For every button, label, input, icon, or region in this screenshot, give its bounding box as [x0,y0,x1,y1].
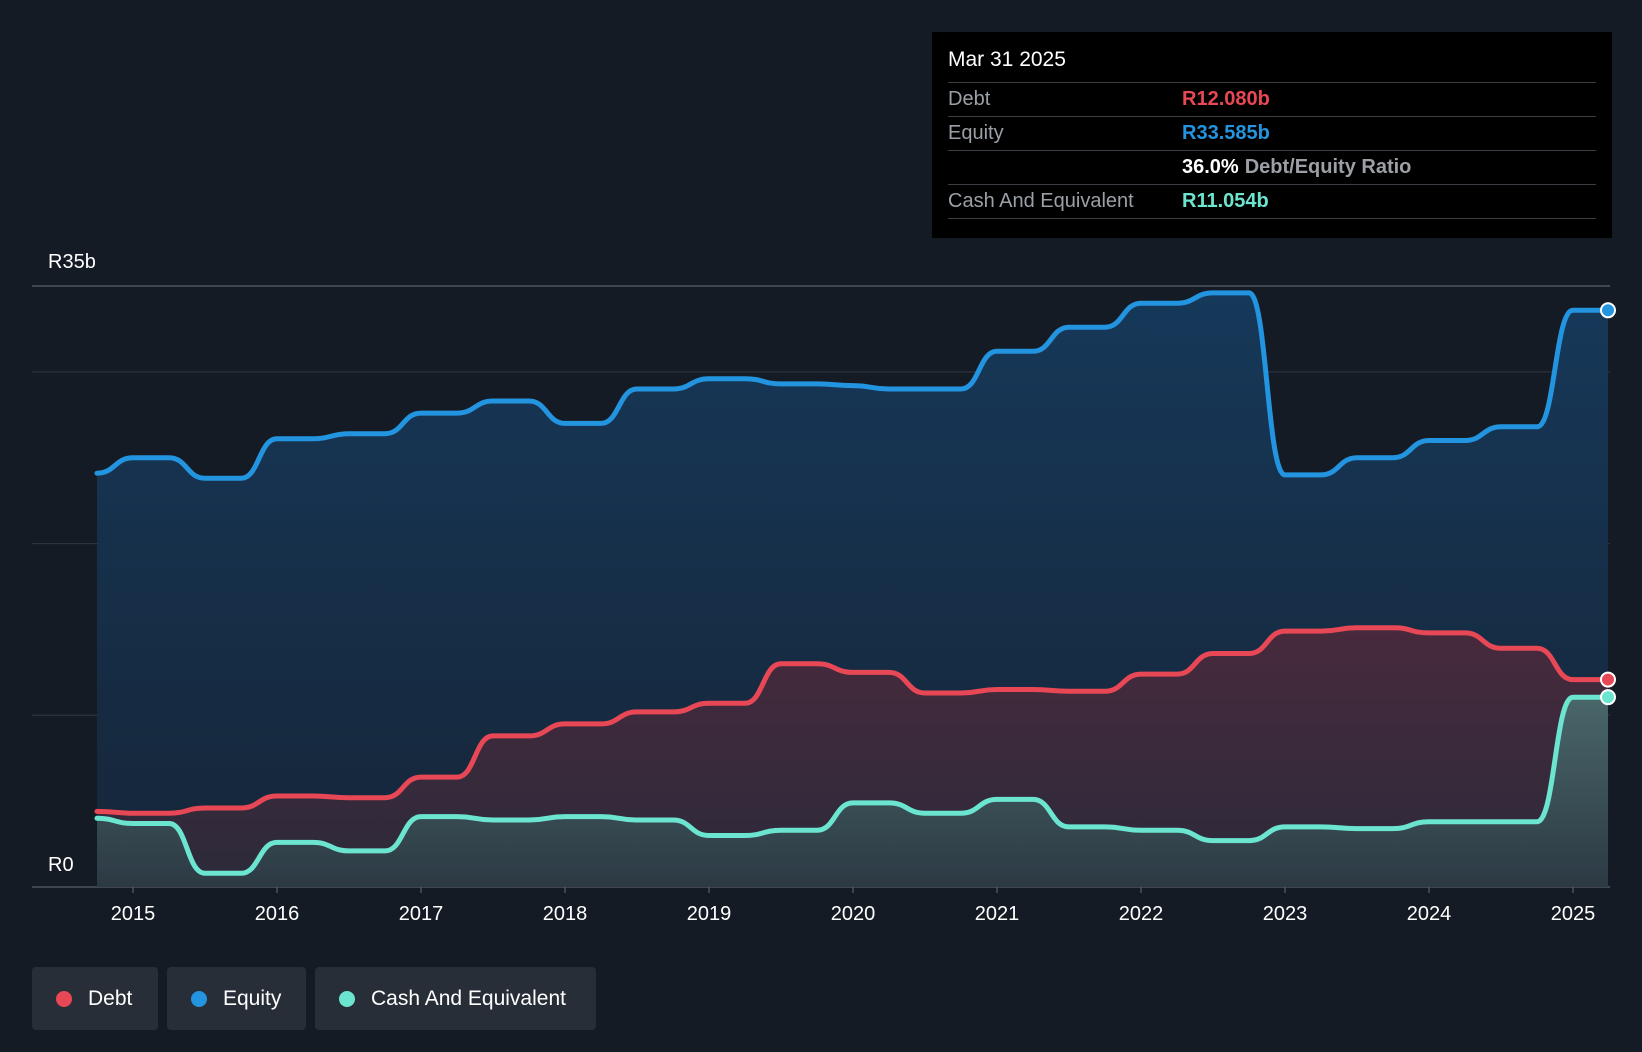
tick-label-2020: 2020 [831,903,876,925]
tick-label-2018: 2018 [543,903,588,925]
legend-label-equity: Equity [223,986,282,1010]
tooltip-ratio-label: Debt/Equity Ratio [1244,156,1412,178]
legend-dot-cash [339,990,355,1007]
tooltip-equity-row: Equity R33.585b [948,117,1596,151]
tooltip-cash-value: R11.054b [1182,190,1269,212]
series-lines [94,290,1612,876]
legend-dot-equity [191,990,207,1007]
tooltip-panel: Mar 31 2025 Debt R12.080b Equity R33.585… [932,32,1612,238]
tooltip-ratio-row: 36.0% Debt/Equity Ratio [948,151,1596,185]
tick-label-2015: 2015 [111,903,156,925]
tooltip-cash-row: Cash And Equivalent R11.054b [948,185,1596,219]
tooltip-debt-label: Debt [948,88,991,110]
legend-item-cash[interactable]: Cash And Equivalent [315,967,596,1030]
marker-debt [1600,671,1616,688]
legend-label-cash: Cash And Equivalent [371,986,566,1010]
line-equity [94,290,1612,481]
tooltip-equity-value: R33.585b [1182,122,1270,144]
tick-label-2023: 2023 [1263,903,1308,925]
legend-label-debt: Debt [88,986,133,1010]
tooltip-equity-label: Equity [948,122,1004,144]
tooltip-debt-row: Debt R12.080b [948,83,1596,117]
x-axis-ticks: 2015 2016 2017 2018 2019 2020 2021 2022 2023 2024… [111,887,1596,925]
chart-legend: Debt Equity Cash And Equivalent [32,967,596,1030]
end-markers [1600,302,1616,706]
tick-label-2022: 2022 [1119,903,1164,925]
legend-item-debt[interactable]: Debt [32,967,158,1030]
tick-label-2025: 2025 [1551,903,1596,925]
y-axis-bottom-label: R0 [48,854,74,876]
area-cash-and-equivalent [97,697,1609,887]
tick-label-2024: 2024 [1407,903,1452,925]
tick-label-2021: 2021 [975,903,1020,925]
tooltip-cash-label: Cash And Equivalent [948,190,1134,212]
series-areas [97,292,1609,887]
marker-cash-and-equivalent [1600,689,1616,706]
marker-equity [1600,302,1616,319]
y-axis-top-label: R35b [48,251,96,273]
legend-item-equity[interactable]: Equity [167,967,306,1030]
tick-label-2017: 2017 [399,903,444,925]
tooltip-ratio-value: 36.0% [1182,156,1239,178]
tooltip-date: Mar 31 2025 [948,46,1596,83]
tick-label-2019: 2019 [687,903,732,925]
line-debt [94,625,1612,816]
tick-label-2016: 2016 [255,903,300,925]
tooltip-debt-value: R12.080b [1182,88,1270,110]
line-cash-and-equivalent [94,694,1612,876]
legend-dot-debt [56,990,72,1007]
